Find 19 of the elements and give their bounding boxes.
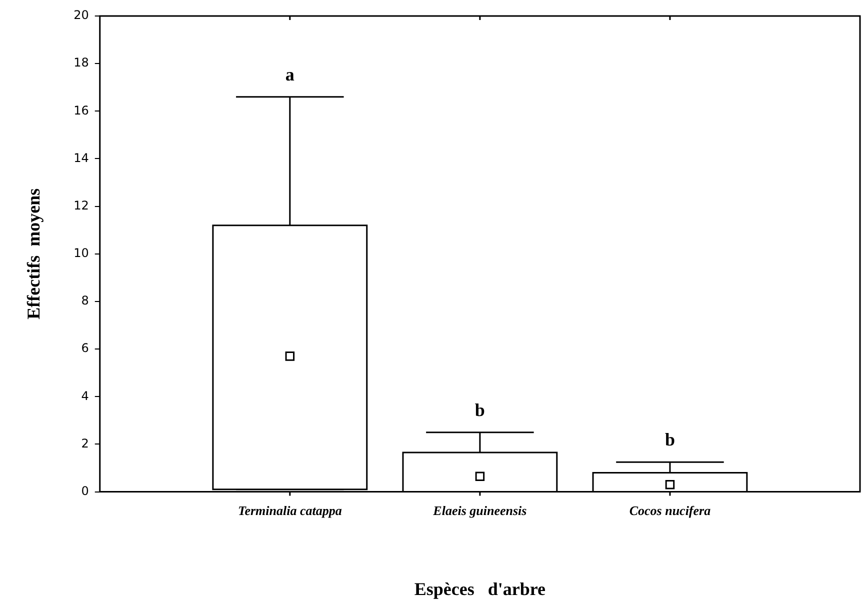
- annotation: a: [285, 64, 294, 85]
- y-tick-label: 20: [74, 8, 89, 22]
- x-axis-title: Espèces d'arbre: [414, 578, 546, 599]
- annotation: b: [474, 400, 485, 420]
- y-tick-label: 12: [74, 198, 89, 212]
- y-tick-label: 10: [74, 246, 89, 260]
- y-tick-label: 16: [74, 103, 89, 118]
- y-tick-label: 0: [81, 484, 89, 498]
- x-tick-label: Cocos nucifera: [629, 502, 712, 518]
- annotation: b: [664, 430, 675, 450]
- y-tick-label: 6: [81, 341, 89, 356]
- y-tick-label: 4: [81, 388, 89, 403]
- x-tick-label: Terminalia catappa: [238, 502, 342, 518]
- y-tick-label: 14: [74, 150, 89, 165]
- y-tick-label: 18: [74, 56, 89, 70]
- y-axis-title: Effectifs moyens: [23, 188, 44, 320]
- y-tick-label: 8: [81, 294, 89, 308]
- x-tick-label: Elaeis guineensis: [432, 502, 527, 518]
- y-tick-label: 2: [81, 436, 89, 450]
